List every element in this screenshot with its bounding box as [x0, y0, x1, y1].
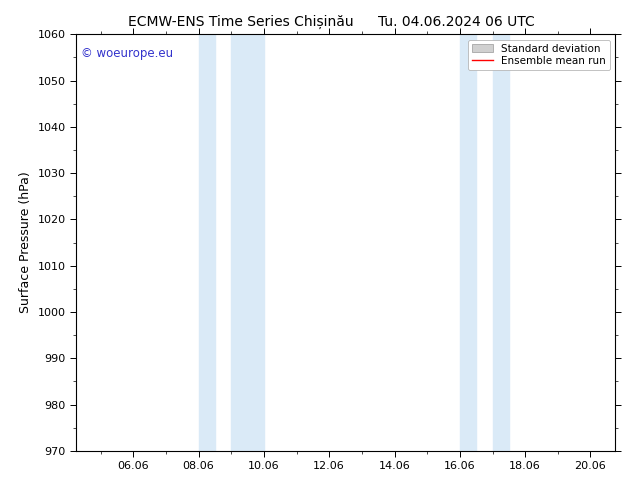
- Text: ECMW-ENS Time Series Chișinău: ECMW-ENS Time Series Chișinău: [128, 15, 354, 29]
- Y-axis label: Surface Pressure (hPa): Surface Pressure (hPa): [19, 172, 32, 314]
- Bar: [198, 34, 215, 451]
- Bar: [460, 34, 476, 451]
- Bar: [493, 34, 509, 451]
- Text: © woeurope.eu: © woeurope.eu: [81, 47, 174, 60]
- Bar: [231, 34, 264, 451]
- Text: Tu. 04.06.2024 06 UTC: Tu. 04.06.2024 06 UTC: [378, 15, 535, 29]
- Legend: Standard deviation, Ensemble mean run: Standard deviation, Ensemble mean run: [467, 40, 610, 70]
